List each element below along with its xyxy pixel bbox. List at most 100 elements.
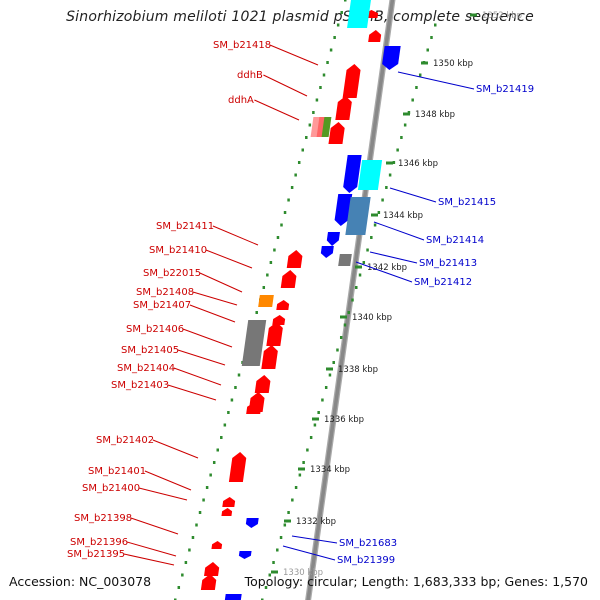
track-dot [366, 248, 369, 252]
map-title: Sinorhizobium meliloti 1021 plasmid pSym… [66, 9, 534, 25]
track-dot [198, 511, 202, 514]
track-dot [308, 123, 312, 127]
forward-gene-label: SM_b22015 [143, 268, 201, 279]
forward-gene-arrow [342, 64, 361, 98]
track-dot [426, 48, 429, 52]
track-dot [319, 86, 322, 89]
forward-gene-label: SM_b21407 [133, 300, 191, 311]
scale-label: 1334 kbp [310, 465, 350, 475]
forward-leader-line [173, 367, 222, 386]
track-dot [177, 586, 181, 589]
plasmid-backbone [306, 0, 395, 600]
track-dot [268, 573, 272, 577]
forward-gene-label: SM_b21401 [88, 466, 146, 477]
forward-gene-label: SM_b21410 [149, 245, 207, 256]
track-dot [336, 23, 340, 27]
forward-gene-label: ddhA [228, 95, 254, 106]
scale-label: 1336 kbp [324, 415, 364, 425]
topology-info: Topology: circular; Length: 1,683,333 bp… [244, 574, 588, 589]
rna-feature [347, 0, 371, 28]
track-dot [396, 148, 399, 152]
steelblue-feature [345, 197, 371, 235]
track-dot [280, 223, 283, 227]
track-dot [305, 136, 308, 139]
forward-gene-label: ddhB [237, 70, 263, 81]
track-dot [272, 561, 275, 564]
track-dot [315, 98, 319, 102]
forward-gene-arrow [335, 96, 352, 120]
track-dot [273, 248, 276, 252]
track-dot [291, 498, 294, 502]
track-dot [230, 398, 234, 402]
track-dot [317, 411, 320, 414]
track-dot [223, 423, 227, 427]
track-dot [209, 473, 212, 477]
track-dot [321, 398, 324, 402]
track-dot [322, 73, 326, 77]
forward-leader-line [189, 304, 236, 323]
track-dot [329, 48, 333, 52]
track-dot [184, 561, 188, 564]
track-dot [188, 548, 191, 552]
forward-leader-line [130, 517, 179, 535]
accession-label: Accession: NC_003078 [9, 574, 152, 589]
forward-leader-line [192, 291, 238, 306]
forward-gene-label: SM_b21406 [126, 324, 184, 335]
track-dot [385, 186, 388, 189]
reverse-gene-label: SM_b21683 [339, 538, 397, 549]
track-dot [234, 386, 237, 389]
reverse-leader-line [373, 221, 425, 241]
track-dot [279, 536, 283, 539]
forward-gene-label: SM_b21402 [96, 435, 154, 446]
forward-leader-line [212, 225, 259, 246]
track-dot [287, 198, 290, 202]
rna-feature [357, 160, 383, 190]
track-dot [287, 511, 290, 514]
track-dot [430, 36, 433, 39]
track-dot [294, 486, 298, 489]
track-dot [205, 486, 209, 489]
track-dot [332, 361, 335, 364]
reverse-gene-label: SM_b21419 [476, 84, 534, 95]
scale-label: 1352 kbp [482, 11, 522, 21]
track-dot [415, 86, 418, 89]
forward-gene-arrow [211, 541, 223, 549]
track-dot [324, 386, 328, 389]
track-dot [306, 448, 309, 452]
forward-leader-line [167, 384, 217, 401]
forward-gene-arrow [261, 345, 278, 369]
track-dot [328, 373, 332, 377]
track-dot [297, 161, 301, 164]
track-dot [212, 461, 216, 464]
scale-label: 1340 kbp [352, 313, 392, 323]
forward-leader-line [152, 439, 199, 459]
forward-leader-line [138, 487, 188, 501]
track-dot [411, 98, 414, 102]
reverse-gene-label: SM_b21412 [414, 277, 472, 288]
track-dot [269, 261, 273, 264]
track-dot [333, 36, 336, 39]
track-dot [392, 161, 396, 164]
track-dot [216, 448, 219, 452]
forward-leader-line [199, 272, 243, 293]
ddhB-feature [321, 117, 332, 137]
track-dot [373, 223, 377, 227]
reverse-gene-arrow [245, 518, 259, 528]
track-dot [266, 273, 269, 277]
track-dot [355, 286, 358, 289]
scale-label: 1338 kbp [338, 365, 378, 375]
reverse-gene-arrow [326, 232, 340, 246]
track-dot [344, 0, 347, 2]
track-dot [339, 336, 343, 339]
track-dot [283, 523, 287, 527]
track-dot [262, 286, 266, 289]
forward-gene-label: SM_b21396 [70, 537, 128, 548]
forward-gene-arrow [272, 315, 286, 325]
forward-gene-label: SM_b21403 [111, 380, 169, 391]
reverse-leader-line [355, 261, 413, 283]
forward-gene-arrow [286, 250, 303, 268]
forward-gene-arrow [280, 270, 297, 288]
forward-gene-label: SM_b21411 [156, 221, 214, 232]
forward-gene-label: SM_b21418 [213, 40, 271, 51]
